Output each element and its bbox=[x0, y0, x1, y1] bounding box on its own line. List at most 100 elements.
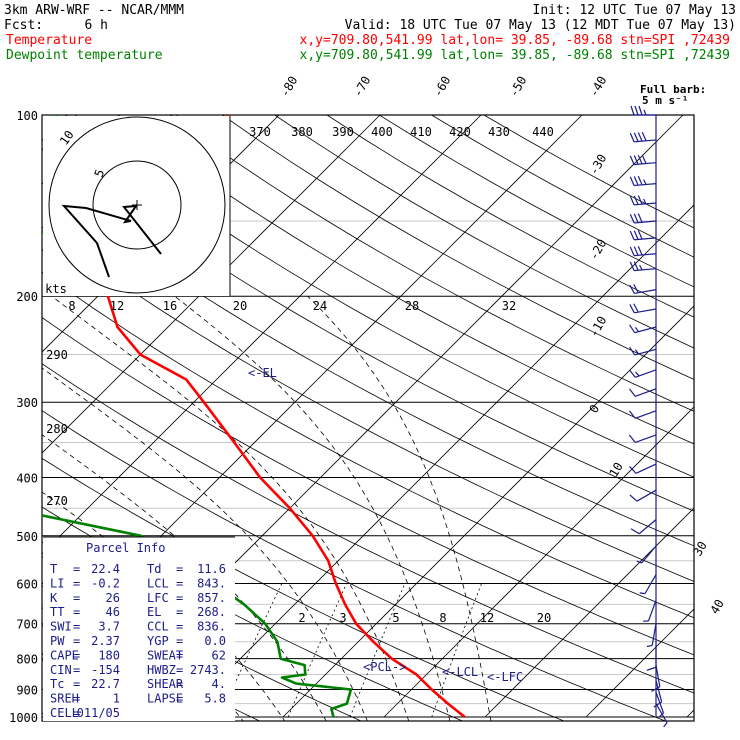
parcel-info-cell: LFC bbox=[147, 591, 169, 605]
wind-barb bbox=[630, 519, 657, 535]
temperature-legend-name: Temperature bbox=[6, 33, 92, 48]
theta-label: 370 bbox=[249, 125, 271, 139]
isotherm-label: -20 bbox=[586, 237, 609, 263]
moist-adiabat bbox=[51, 295, 410, 721]
hodograph-speed-label: 32 bbox=[502, 299, 516, 313]
parcel-info-cell: SWEAT bbox=[147, 648, 183, 662]
parcel-info-cell: = bbox=[176, 648, 183, 662]
parcel-info-cell: K bbox=[50, 591, 58, 605]
parcel-level-labels: <-EL <PCL-> <-LCL <-LFC bbox=[248, 366, 523, 684]
parcel-info-cell: 11.6 bbox=[197, 562, 226, 576]
isotherm-label: 0 bbox=[586, 402, 602, 415]
parcel-info-cell: 46 bbox=[106, 605, 120, 619]
wind-barb bbox=[629, 489, 657, 502]
isotherm-label: -80 bbox=[277, 74, 300, 100]
parcel-info-cell: 4. bbox=[212, 677, 226, 691]
dry-adiabat bbox=[42, 363, 694, 694]
theta-label: 430 bbox=[488, 125, 510, 139]
dry-adiabat bbox=[42, 226, 694, 582]
parcel-info-cell: LCL bbox=[147, 576, 169, 590]
parcel-info-cell: SWI bbox=[50, 620, 72, 634]
forecast-hour: 6 h bbox=[85, 18, 108, 33]
parcel-info-cell: TT bbox=[50, 605, 64, 619]
parcel-info-cell: 268. bbox=[197, 605, 226, 619]
hodograph-speed-label: 24 bbox=[313, 299, 327, 313]
valid-time: Valid: 18 UTC Tue 07 May 13 (12 MDT Tue … bbox=[345, 18, 736, 33]
theta-label: 390 bbox=[332, 125, 354, 139]
wind-barb bbox=[629, 175, 657, 187]
isotherm-line bbox=[42, 115, 381, 454]
parcel-info-cell: CIN bbox=[50, 663, 72, 677]
parcel-info-cell: SHEAR bbox=[147, 677, 184, 691]
wind-barb bbox=[629, 154, 657, 166]
parcel-level-label: <-LCL bbox=[442, 665, 478, 679]
moist-adiabat bbox=[42, 434, 327, 721]
isotherm-label: 30 bbox=[690, 539, 709, 559]
theta-left-label: 290 bbox=[46, 348, 68, 362]
dewpoint-legend-name: Dewpoint temperature bbox=[6, 48, 163, 63]
hodograph-ring-10 bbox=[48, 116, 226, 294]
pressure-tick-label: 900 bbox=[16, 683, 38, 697]
init-time: Init: 12 UTC Tue 07 May 13 bbox=[533, 3, 737, 18]
mixing-ratio-label: 12 bbox=[480, 611, 494, 625]
parcel-info-cell: = bbox=[176, 677, 183, 691]
parcel-level-label: <PCL-> bbox=[363, 660, 406, 674]
parcel-info-cell: = bbox=[73, 562, 80, 576]
parcel-info-cell: = bbox=[73, 677, 80, 691]
isotherm-label: -50 bbox=[506, 74, 529, 100]
mixing-ratio-labels: 2 3 5 8 12 20 bbox=[298, 611, 551, 625]
isotherm-line bbox=[282, 305, 694, 718]
isotherm-line bbox=[383, 406, 694, 718]
parcel-info-cell: LI bbox=[50, 576, 64, 590]
parcel-info-cell: EL bbox=[147, 605, 161, 619]
dry-adiabat bbox=[42, 182, 694, 547]
parcel-info-cell: 26 bbox=[106, 591, 120, 605]
parcel-info-cell: = bbox=[176, 605, 183, 619]
theta-label: 380 bbox=[291, 125, 313, 139]
mixing-ratio-label: 20 bbox=[537, 611, 551, 625]
parcel-info-cell: = bbox=[176, 562, 183, 576]
plot-frame bbox=[41, 114, 695, 722]
parcel-info-cell: = bbox=[176, 620, 183, 634]
dry-adiabat bbox=[222, 115, 694, 380]
isotherm-label: -40 bbox=[586, 74, 609, 100]
full-barb-units: 5 m s⁻¹ bbox=[642, 94, 688, 107]
parcel-level-label: <-EL bbox=[248, 366, 277, 380]
parcel-info-cell: = bbox=[176, 576, 183, 590]
parcel-info-cell: 011/05 bbox=[77, 706, 120, 720]
mixing-ratio-label: 5 bbox=[392, 611, 399, 625]
dry-adiabat bbox=[42, 271, 694, 619]
parcel-info-cell: = bbox=[73, 620, 80, 634]
parcel-info-cell: -0.2 bbox=[91, 576, 120, 590]
parcel-info-cell: 5.8 bbox=[204, 692, 226, 706]
parcel-info-cell: Td bbox=[147, 562, 161, 576]
temperature-legend-info: x,y=709.80,541.99 lat,lon= 39.85, -89.68… bbox=[300, 33, 730, 48]
hodograph-ring-label: 5 bbox=[92, 167, 108, 179]
mixing-ratio-label: 3 bbox=[339, 611, 346, 625]
wind-barb bbox=[629, 284, 657, 295]
hodograph-ring-label: 10 bbox=[57, 128, 77, 148]
parcel-info-cell: CCL bbox=[147, 620, 169, 634]
moist-adiabat bbox=[307, 295, 492, 721]
pressure-axis-labels: 100 200 300 400 500 600 700 800 900 1000 bbox=[9, 109, 38, 725]
dewpoint-legend-info: x,y=709.80,541.99 lat,lon= 39.85, -89.68… bbox=[300, 48, 730, 63]
theta-label: 400 bbox=[371, 125, 393, 139]
theta-left-label: 280 bbox=[46, 422, 68, 436]
wind-barb bbox=[655, 692, 665, 718]
pressure-tick-label: 300 bbox=[16, 396, 38, 410]
hodograph-speed-label: kts bbox=[45, 282, 67, 296]
wind-barb bbox=[629, 324, 657, 334]
mixing-ratio-label: 2 bbox=[298, 611, 305, 625]
wind-barb bbox=[646, 645, 657, 671]
isotherm-line bbox=[181, 204, 694, 718]
dry-adiabat bbox=[483, 115, 694, 229]
wind-barb bbox=[629, 463, 657, 474]
wind-barb bbox=[630, 105, 656, 116]
isotherm-label: 40 bbox=[707, 597, 726, 617]
parcel-info-cell: = bbox=[73, 591, 80, 605]
isotherm-label: -30 bbox=[586, 152, 609, 178]
hodograph-speed-label: 20 bbox=[233, 299, 247, 313]
parcel-info-cell: 1 bbox=[113, 692, 120, 706]
